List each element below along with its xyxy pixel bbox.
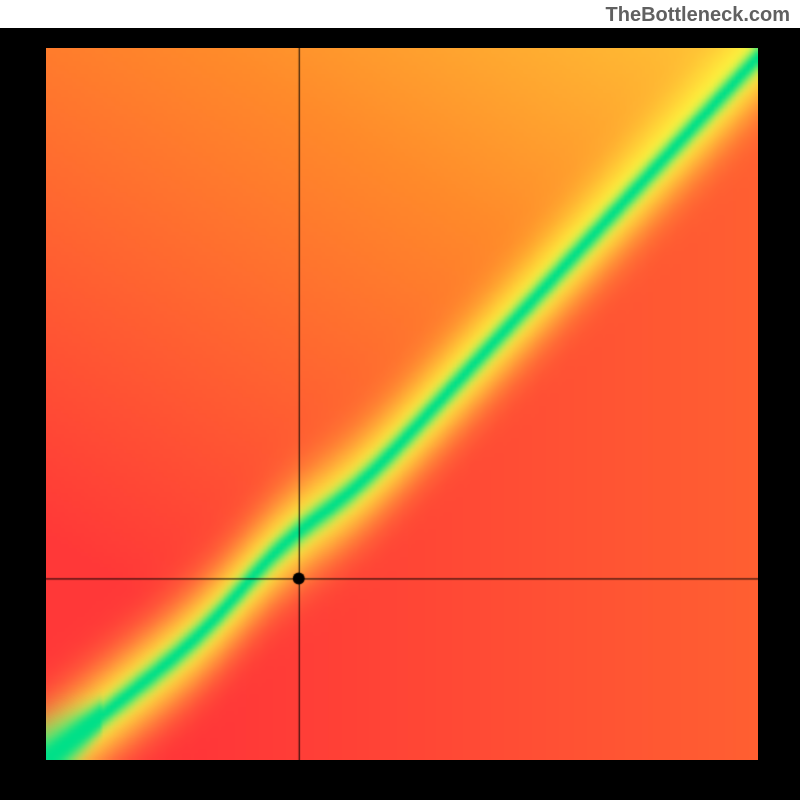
chart-outer-frame bbox=[0, 28, 800, 800]
attribution-text: TheBottleneck.com bbox=[606, 4, 790, 27]
heatmap-canvas bbox=[46, 48, 758, 760]
